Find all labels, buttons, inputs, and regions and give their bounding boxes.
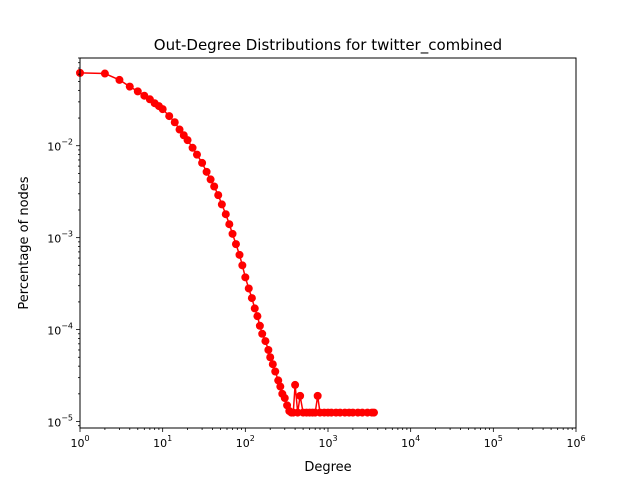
data-point [255, 321, 264, 330]
data-point [115, 75, 124, 84]
x-tick-label: 102 [236, 434, 255, 450]
y-tick-label: 10−3 [47, 230, 73, 246]
data-point [274, 376, 283, 385]
x-axis-label: Degree [304, 460, 351, 475]
data-point [206, 175, 215, 184]
series-layer [76, 68, 378, 417]
data-point [133, 87, 142, 96]
data-point [235, 250, 244, 259]
x-tick-label: 106 [566, 434, 585, 450]
data-point [266, 353, 275, 362]
data-point [241, 273, 250, 282]
y-tick-label: 10−5 [47, 414, 73, 430]
data-point [188, 143, 197, 152]
y-axis-label: Percentage of nodes [17, 176, 32, 309]
data-point [276, 382, 285, 391]
x-tick-label: 103 [318, 434, 337, 450]
data-point [268, 360, 277, 369]
chart-title: Out-Degree Distributions for twitter_com… [154, 36, 502, 55]
x-tick-label: 101 [153, 434, 172, 450]
y-axis: 10−5 10−4 10−3 10−2 [47, 57, 80, 430]
x-tick-label: 104 [401, 434, 420, 450]
data-point [313, 391, 322, 400]
data-point [192, 150, 201, 159]
data-point [125, 82, 134, 91]
y-tick-label: 10−4 [47, 322, 73, 338]
data-point [253, 312, 262, 321]
data-point [369, 408, 378, 417]
data-point [238, 261, 247, 270]
data-point [158, 105, 167, 114]
data-point [217, 200, 226, 209]
data-point [175, 125, 184, 134]
data-point [258, 329, 267, 338]
data-point [228, 229, 237, 238]
data-point [210, 182, 219, 191]
data-point [244, 284, 253, 293]
data-point [198, 158, 207, 167]
data-point [231, 240, 240, 249]
data-point [165, 112, 174, 121]
data-point [280, 394, 289, 403]
data-point [221, 210, 230, 219]
data-point [296, 391, 305, 400]
data-point [250, 304, 259, 313]
data-point [261, 337, 270, 346]
data-point [214, 191, 223, 200]
data-point [202, 167, 211, 176]
data-point [291, 380, 300, 389]
data-point [271, 367, 280, 376]
x-tick-label: 100 [70, 434, 89, 450]
x-axis: 100 101 102 103 104 105 106 [70, 428, 586, 450]
data-point [225, 220, 234, 229]
data-point [183, 136, 192, 145]
data-point [170, 118, 179, 127]
y-tick-label: 10−2 [47, 138, 73, 154]
x-tick-label: 105 [484, 434, 503, 450]
data-point [100, 69, 109, 78]
data-point [264, 345, 273, 354]
data-point [247, 294, 256, 303]
